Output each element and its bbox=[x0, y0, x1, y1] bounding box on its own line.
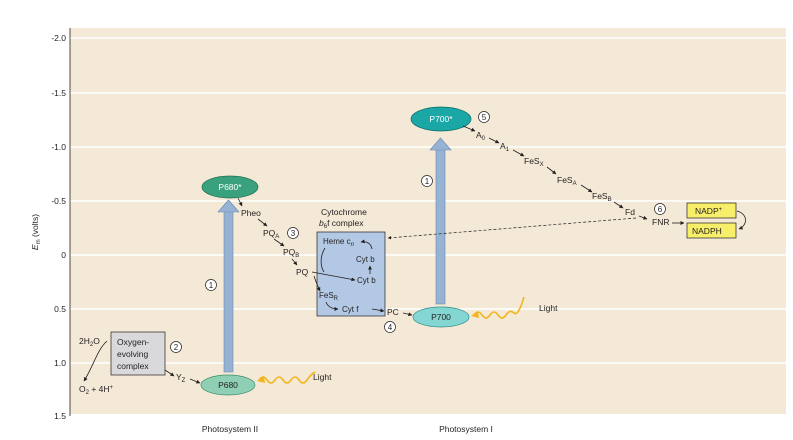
p700-node: P700 bbox=[412, 306, 470, 328]
svg-text:4: 4 bbox=[388, 323, 393, 332]
fesa-label: FeSA bbox=[557, 175, 577, 187]
cyt-b-lower-label: Cyt b bbox=[357, 276, 376, 285]
svg-text:3: 3 bbox=[291, 229, 296, 238]
pheo-label: Pheo bbox=[241, 208, 261, 218]
y-tick-label: 0 bbox=[61, 250, 66, 260]
psii-excitation-arrow bbox=[217, 199, 240, 373]
pc-to-p700-arrow bbox=[402, 312, 413, 317]
step-6: 6 bbox=[654, 203, 666, 215]
step-1-psi: 1 bbox=[421, 175, 433, 187]
oec-to-yz-arrow bbox=[164, 369, 175, 377]
svg-text:evolving: evolving bbox=[117, 349, 148, 359]
water-label: 2H2O bbox=[79, 336, 100, 348]
psi-excitation-arrow bbox=[429, 137, 452, 305]
light-label-psi: Light bbox=[539, 303, 558, 313]
cytochrome-b6f-complex bbox=[316, 231, 386, 317]
svg-text:5: 5 bbox=[482, 113, 487, 122]
photosystem-i-label: Photosystem I bbox=[439, 424, 493, 434]
oxygen-evolving-complex: Oxygen- evolving complex bbox=[110, 331, 166, 376]
fesr-label: FeSR bbox=[319, 291, 339, 302]
fesb-to-fd-arrow bbox=[613, 201, 624, 209]
heme-loop-arrow bbox=[360, 239, 373, 250]
cyt-b-upper-label: Cyt b bbox=[356, 255, 375, 264]
svg-text:P700*: P700* bbox=[429, 114, 453, 124]
fesr-to-cytf-arrow bbox=[325, 301, 339, 311]
y-tick-label: -0.5 bbox=[51, 196, 66, 206]
fnr-label: FNR bbox=[652, 217, 669, 227]
cytochrome-title-1: Cytochrome bbox=[321, 207, 367, 217]
a1-label: A1 bbox=[500, 141, 510, 153]
pqa-label: PQA bbox=[263, 228, 279, 240]
svg-text:complex: complex bbox=[117, 361, 149, 371]
fesx-to-fesa-arrow bbox=[546, 166, 557, 175]
heme-label: Heme cn bbox=[323, 237, 355, 248]
pq-to-cytb-arrow bbox=[311, 271, 356, 282]
light-label-psii: Light bbox=[313, 372, 332, 382]
water-split-arrow bbox=[83, 340, 108, 382]
a0-label: A0 bbox=[476, 130, 486, 142]
heme-down-arrow bbox=[320, 247, 326, 273]
svg-text:NADP+: NADP+ bbox=[695, 206, 723, 216]
oxygen-label: O2 + 4H+ bbox=[79, 384, 114, 396]
y-tick-label: -1.5 bbox=[51, 88, 66, 98]
p680-node: P680 bbox=[200, 374, 256, 396]
plot-background bbox=[70, 28, 786, 414]
svg-text:NADPH: NADPH bbox=[692, 226, 722, 236]
step-2: 2 bbox=[170, 341, 182, 353]
step-1-psii: 1 bbox=[205, 279, 217, 291]
pheo-to-pqa-arrow bbox=[257, 218, 268, 227]
step-4: 4 bbox=[384, 321, 396, 333]
cytf-to-pc-arrow bbox=[371, 308, 385, 313]
fesb-label: FeSB bbox=[592, 191, 612, 203]
pqa-to-pqb-arrow bbox=[273, 238, 285, 247]
svg-text:6: 6 bbox=[658, 205, 663, 214]
p700-to-a0-arrow bbox=[462, 125, 476, 132]
cytochrome-title-2: b6f complex bbox=[319, 218, 364, 230]
pqb-label: PQB bbox=[283, 247, 299, 259]
y-tick-label: 1.0 bbox=[54, 358, 66, 368]
photosystem-ii-label: Photosystem II bbox=[202, 424, 258, 434]
cytf-label: Cyt f bbox=[342, 305, 359, 314]
nadp-box: NADP+ bbox=[686, 202, 737, 219]
a1-to-fesx-arrow bbox=[512, 149, 525, 157]
step-3: 3 bbox=[287, 227, 299, 239]
cyclic-electron-flow-arrow bbox=[387, 217, 637, 240]
svg-text:Oxygen-: Oxygen- bbox=[117, 337, 149, 347]
fesx-label: FeSX bbox=[524, 156, 544, 168]
pc-label: PC bbox=[387, 307, 399, 317]
y-axis-label: Em (volts) bbox=[30, 214, 42, 250]
y-tick-labels: -2.0 -1.5 -1.0 -0.5 0 0.5 1.0 1.5 bbox=[51, 33, 66, 421]
y-tick-label: -1.0 bbox=[51, 142, 66, 152]
yz-label: YZ bbox=[176, 372, 186, 384]
nadph-box: NADPH bbox=[686, 222, 737, 239]
fesa-to-fesb-arrow bbox=[580, 184, 593, 193]
light-wave-psii bbox=[257, 371, 316, 384]
fd-label: Fd bbox=[625, 207, 635, 217]
svg-text:1: 1 bbox=[209, 281, 214, 290]
svg-text:2: 2 bbox=[174, 343, 179, 352]
step-5: 5 bbox=[478, 111, 490, 123]
pqb-to-pq-arrow bbox=[291, 258, 298, 266]
pq-to-fesr-arrow bbox=[313, 275, 321, 292]
y-tick-label: 1.5 bbox=[54, 411, 66, 421]
a0-to-a1-arrow bbox=[488, 137, 500, 144]
svg-text:P680*: P680* bbox=[218, 182, 242, 192]
light-wave-psi bbox=[471, 296, 525, 319]
p680-to-pheo-arrow bbox=[237, 197, 243, 207]
nadp-reduction-arrow bbox=[736, 210, 746, 230]
svg-text:P680: P680 bbox=[218, 380, 238, 390]
p700-star-node: P700* bbox=[410, 106, 472, 132]
yz-to-p680-arrow bbox=[189, 378, 201, 384]
svg-text:1: 1 bbox=[425, 177, 430, 186]
y-tick-label: 0.5 bbox=[54, 304, 66, 314]
svg-text:P700: P700 bbox=[431, 312, 451, 322]
p680-star-node: P680* bbox=[201, 175, 259, 199]
pq-label: PQ bbox=[296, 267, 309, 277]
fd-to-fnr-arrow bbox=[638, 215, 648, 220]
y-tick-label: -2.0 bbox=[51, 33, 66, 43]
